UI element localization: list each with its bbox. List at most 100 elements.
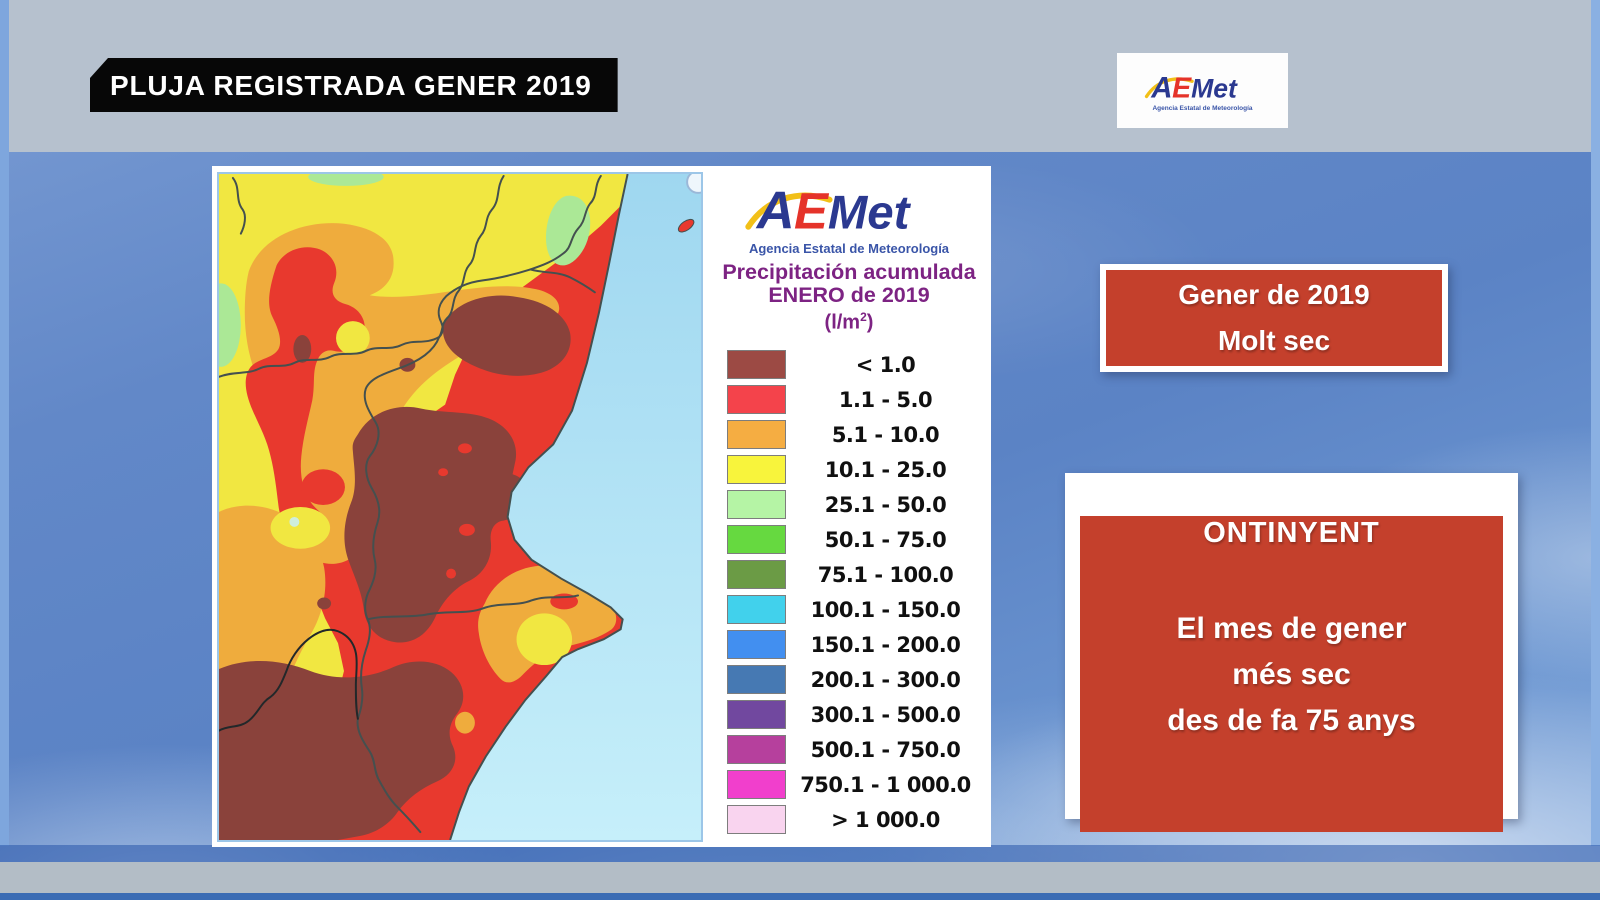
map-maroon-dot-a <box>293 335 312 363</box>
legend-color-swatch <box>727 560 786 589</box>
legend-row: 5.1 - 10.0 <box>727 420 985 449</box>
logo-letter-a: A <box>755 182 795 240</box>
legend-range-label: 25.1 - 50.0 <box>824 492 947 517</box>
logo-letter-e: E <box>794 182 830 239</box>
legend-color-swatch <box>727 630 786 659</box>
legend-color-swatch <box>727 420 786 449</box>
map-compass-icon <box>686 174 701 194</box>
map-green-northeast <box>545 195 591 266</box>
left-edge-strip <box>0 0 9 846</box>
legend-unit: (l/m2) <box>824 310 874 334</box>
legend-color-swatch <box>727 665 786 694</box>
detail-title: ONTINYENT <box>1203 517 1380 549</box>
callout-detail-box: ONTINYENT El mes de gener més sec des de… <box>1065 473 1518 832</box>
callout-detail-inner: ONTINYENT El mes de gener més sec des de… <box>1080 516 1503 832</box>
legend-row: 75.1 - 100.0 <box>727 560 985 589</box>
map-yellow-patch-cape <box>516 613 573 666</box>
legend-range-label: 1.1 - 5.0 <box>838 387 933 412</box>
logo-letter-a: A <box>1150 72 1172 105</box>
legend-row: 150.1 - 200.0 <box>727 630 985 659</box>
summary-line1: Gener de 2019 <box>1178 279 1370 310</box>
legend-range-label: < 1.0 <box>855 352 916 377</box>
map-svg <box>219 174 701 840</box>
legend-header: A E Met Agencia Estatal de Meteorología … <box>707 166 991 334</box>
legend-color-swatch <box>727 385 786 414</box>
legend-range-label: 75.1 - 100.0 <box>817 562 954 587</box>
aemet-logo-icon: A E Met <box>745 182 912 240</box>
map-maroon-dot-c <box>317 597 332 610</box>
legend-range-label: 50.1 - 75.0 <box>824 527 947 552</box>
legend-color-swatch <box>727 735 786 764</box>
map-panel: A E Met Agencia Estatal de Meteorología … <box>212 166 991 847</box>
aemet-swoosh-icon <box>745 192 833 230</box>
bottom-gray-band <box>0 862 1600 893</box>
map-region-maroon-southwest <box>219 661 464 840</box>
map-green-top <box>308 174 384 186</box>
legend-color-swatch <box>727 525 786 554</box>
legend-range-label: 10.1 - 25.0 <box>824 457 947 482</box>
logo-letters-met: Met <box>828 186 912 239</box>
legend-title: Precipitación acumulada ENERO de 2019 <box>722 261 975 307</box>
legend-color-swatch <box>727 805 786 834</box>
legend-range-label: 100.1 - 150.0 <box>810 597 961 622</box>
page-title-text: PLUJA REGISTRADA GENER 2019 <box>110 70 592 101</box>
legend-row: 750.1 - 1 000.0 <box>727 770 985 799</box>
summary-line2: Molt sec <box>1217 325 1331 356</box>
aemet-subtitle: Agencia Estatal de Meteorología <box>1152 105 1253 113</box>
map-legend: A E Met Agencia Estatal de Meteorología … <box>707 166 991 847</box>
callout-summary-inner: Gener de 2019 Molt sec <box>1106 270 1442 366</box>
legend-color-swatch <box>727 350 786 379</box>
legend-rows: < 1.0 1.1 - 5.0 5.1 - 10.0 10.1 <box>727 350 985 834</box>
legend-row: < 1.0 <box>727 350 985 379</box>
map-island <box>677 218 695 233</box>
aemet-logo-icon: A E Met <box>1144 72 1238 105</box>
aemet-subtitle: Agencia Estatal de Meteorología <box>748 241 950 256</box>
map-red-bridge <box>301 469 345 506</box>
map-orange-dot-south <box>455 711 475 734</box>
map-region-border-dark <box>219 628 359 732</box>
legend-row: 1.1 - 5.0 <box>727 385 985 414</box>
detail-line3: des de fa 75 anys <box>1167 704 1416 737</box>
map-red-hole <box>446 568 457 579</box>
bottom-deep-blue-band <box>0 845 1600 862</box>
legend-range-label: 500.1 - 750.0 <box>810 737 961 762</box>
header-aemet-logo: A E Met Agencia Estatal de Meteorología <box>1117 53 1288 128</box>
legend-color-swatch <box>727 455 786 484</box>
legend-row: 25.1 - 50.0 <box>727 490 985 519</box>
legend-row: 500.1 - 750.0 <box>727 735 985 764</box>
legend-color-swatch <box>727 770 786 799</box>
map-province-borders <box>219 174 602 834</box>
legend-color-swatch <box>727 595 786 624</box>
legend-color-swatch <box>727 490 786 519</box>
map-red-hole <box>438 468 449 477</box>
legend-range-label: 300.1 - 500.0 <box>810 702 961 727</box>
page-title: PLUJA REGISTRADA GENER 2019 <box>90 58 618 112</box>
legend-range-label: 150.1 - 200.0 <box>810 632 961 657</box>
bottom-blue-strip <box>0 893 1600 900</box>
legend-range-label: > 1 000.0 <box>831 807 940 832</box>
legend-title-line1: Precipitación acumulada <box>722 260 976 284</box>
legend-range-label: 200.1 - 300.0 <box>810 667 961 692</box>
right-edge-strip <box>1591 0 1600 846</box>
map-region-maroon-center-east <box>443 295 571 376</box>
map-coastline <box>449 174 629 840</box>
legend-title-line2: ENERO de 2019 <box>768 283 930 307</box>
aemet-swoosh-icon <box>1144 77 1194 99</box>
logo-letters-met: Met <box>1191 74 1238 104</box>
map-region-maroon-central <box>344 406 529 643</box>
legend-range-label: 750.1 - 1 000.0 <box>800 772 971 797</box>
map-region-red-northwest <box>245 247 365 540</box>
map-yellow-patch-sw <box>270 507 331 549</box>
map-green-west-edge <box>219 283 241 367</box>
precipitation-map <box>217 172 703 842</box>
legend-row: 300.1 - 500.0 <box>727 700 985 729</box>
detail-line1: El mes de gener <box>1176 612 1407 645</box>
legend-range-label: 5.1 - 10.0 <box>831 422 940 447</box>
map-yellow-circle <box>336 321 370 355</box>
legend-row: > 1 000.0 <box>727 805 985 834</box>
map-red-hole <box>458 443 472 454</box>
logo-letter-e: E <box>1172 73 1192 105</box>
callout-summary-box: Gener de 2019 Molt sec <box>1100 264 1448 372</box>
legend-row: 100.1 - 150.0 <box>727 595 985 624</box>
